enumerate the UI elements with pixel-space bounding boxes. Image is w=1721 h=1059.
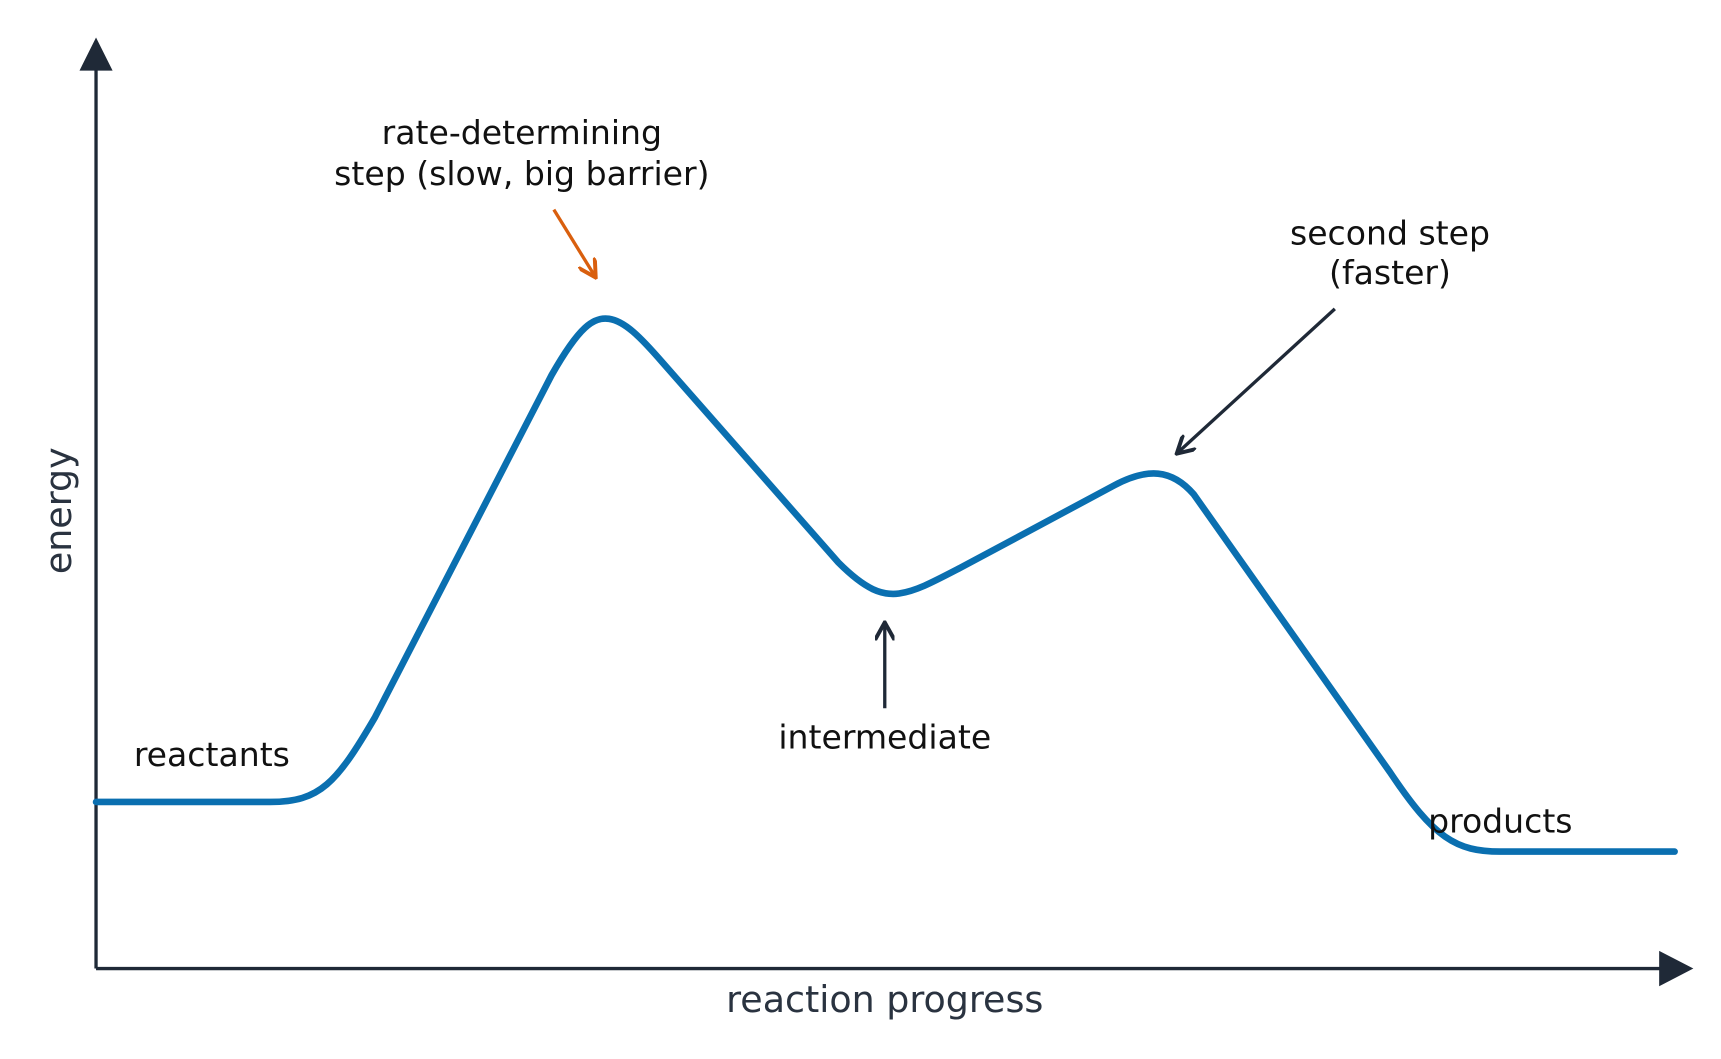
- x-axis-title: reaction progress: [726, 978, 1043, 1021]
- annotation-text: intermediate: [778, 718, 991, 757]
- x-axis-arrowhead: [1659, 950, 1694, 987]
- annotation-text: rate-determining: [382, 113, 662, 152]
- annotation-arrow: [552, 208, 595, 276]
- annotation-text: (faster): [1329, 253, 1451, 292]
- y-axis-arrowhead: [79, 37, 113, 71]
- annotation-arrow: [1178, 307, 1336, 452]
- state-label: reactants: [134, 735, 290, 774]
- y-axis-title: energy: [37, 447, 80, 574]
- energy-curve: [92, 315, 1678, 855]
- annotation-text: step (slow, big barrier): [334, 154, 709, 193]
- state-label: products: [1428, 801, 1572, 840]
- annotation-text: second step: [1290, 213, 1490, 252]
